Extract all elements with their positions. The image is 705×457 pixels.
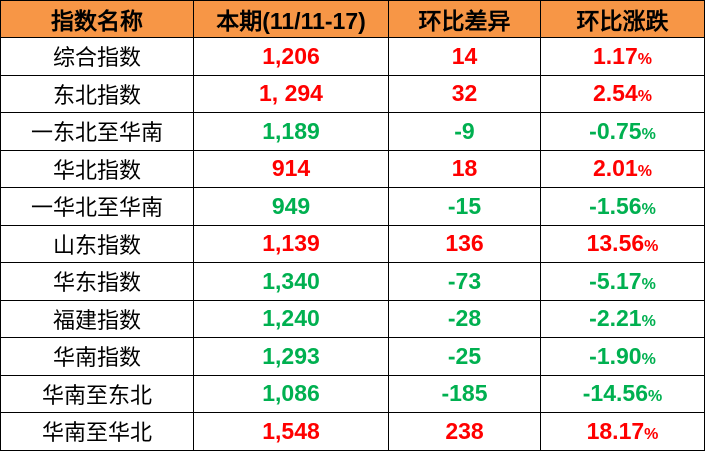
change-cell: 2.54%: [540, 74, 705, 113]
change-cell: -0.75%: [540, 112, 705, 151]
table-row: 福建指数 1,240 -28 -2.21%: [0, 299, 705, 338]
index-name-cell: 东北指数: [0, 74, 194, 113]
change-value: -5.17: [589, 267, 642, 294]
index-name-cell: 综合指数: [0, 37, 194, 76]
current-value-cell: 1,189: [193, 112, 389, 151]
change-cell: 13.56%: [540, 224, 705, 263]
percent-sign: %: [637, 50, 652, 68]
change-value: -1.56: [589, 192, 642, 219]
index-name-cell: 一东北至华南: [0, 112, 194, 151]
change-value: 2.01: [593, 155, 638, 182]
change-value: 13.56: [586, 230, 645, 257]
header-diff: 环比差异: [388, 0, 541, 38]
table-row: 华南至华北 1,548 238 18.17%: [0, 412, 705, 451]
current-value-cell: 1,206: [193, 37, 389, 76]
current-value-cell: 1,240: [193, 299, 389, 338]
change-value: -14.56: [582, 380, 648, 407]
change-value: -2.21: [589, 305, 642, 332]
diff-cell: -9: [388, 112, 541, 151]
index-name-cell: 山东指数: [0, 224, 194, 263]
current-value-cell: 1,340: [193, 262, 389, 301]
header-current-period: 本期(11/11-17): [193, 0, 389, 38]
change-value: 1.17: [593, 42, 638, 69]
diff-cell: -25: [388, 337, 541, 376]
current-value-cell: 1,293: [193, 337, 389, 376]
current-value-cell: 1,139: [193, 224, 389, 263]
header-row: 指数名称 本期(11/11-17) 环比差异 环比涨跌: [0, 0, 705, 38]
percent-sign: %: [641, 313, 656, 331]
index-name-cell: 华南至华北: [0, 412, 194, 451]
index-name-cell: 一华北至华南: [0, 187, 194, 226]
header-change: 环比涨跌: [540, 0, 705, 38]
percent-sign: %: [641, 200, 656, 218]
diff-cell: 136: [388, 224, 541, 263]
change-cell: -1.90%: [540, 337, 705, 376]
diff-cell: 14: [388, 37, 541, 76]
index-name-cell: 华北指数: [0, 149, 194, 188]
diff-cell: -185: [388, 374, 541, 413]
percent-sign: %: [637, 88, 652, 106]
diff-cell: 18: [388, 149, 541, 188]
change-value: -1.90: [589, 342, 642, 369]
change-cell: 18.17%: [540, 412, 705, 451]
percent-sign: %: [641, 350, 656, 368]
index-name-cell: 华南至东北: [0, 374, 194, 413]
table-row: 东北指数 1, 294 32 2.54%: [0, 74, 705, 113]
diff-cell: 238: [388, 412, 541, 451]
percent-sign: %: [641, 125, 656, 143]
change-cell: -14.56%: [540, 374, 705, 413]
change-cell: 2.01%: [540, 149, 705, 188]
current-value-cell: 1,548: [193, 412, 389, 451]
change-cell: -5.17%: [540, 262, 705, 301]
percent-sign: %: [637, 163, 652, 181]
current-value-cell: 949: [193, 187, 389, 226]
change-value: 2.54: [593, 80, 638, 107]
change-cell: 1.17%: [540, 37, 705, 76]
table-row: 一华北至华南 949 -15 -1.56%: [0, 187, 705, 226]
diff-cell: -73: [388, 262, 541, 301]
current-value-cell: 1, 294: [193, 74, 389, 113]
change-cell: -1.56%: [540, 187, 705, 226]
header-index-name: 指数名称: [0, 0, 194, 38]
change-value: 18.17: [586, 417, 645, 444]
table-row: 华北指数 914 18 2.01%: [0, 149, 705, 188]
percent-sign: %: [644, 425, 659, 443]
diff-cell: -15: [388, 187, 541, 226]
diff-cell: -28: [388, 299, 541, 338]
table-row: 华南指数 1,293 -25 -1.90%: [0, 337, 705, 376]
change-cell: -2.21%: [540, 299, 705, 338]
index-name-cell: 华南指数: [0, 337, 194, 376]
table-row: 一东北至华南 1,189 -9 -0.75%: [0, 112, 705, 151]
table-row: 山东指数 1,139 136 13.56%: [0, 224, 705, 263]
table-row: 综合指数 1,206 14 1.17%: [0, 37, 705, 76]
percent-sign: %: [641, 275, 656, 293]
table-row: 华南至东北 1,086 -185 -14.56%: [0, 374, 705, 413]
current-value-cell: 1,086: [193, 374, 389, 413]
diff-cell: 32: [388, 74, 541, 113]
change-value: -0.75: [589, 117, 642, 144]
percent-sign: %: [644, 238, 659, 256]
table-row: 华东指数 1,340 -73 -5.17%: [0, 262, 705, 301]
percent-sign: %: [647, 388, 663, 406]
index-name-cell: 福建指数: [0, 299, 194, 338]
current-value-cell: 914: [193, 149, 389, 188]
index-name-cell: 华东指数: [0, 262, 194, 301]
